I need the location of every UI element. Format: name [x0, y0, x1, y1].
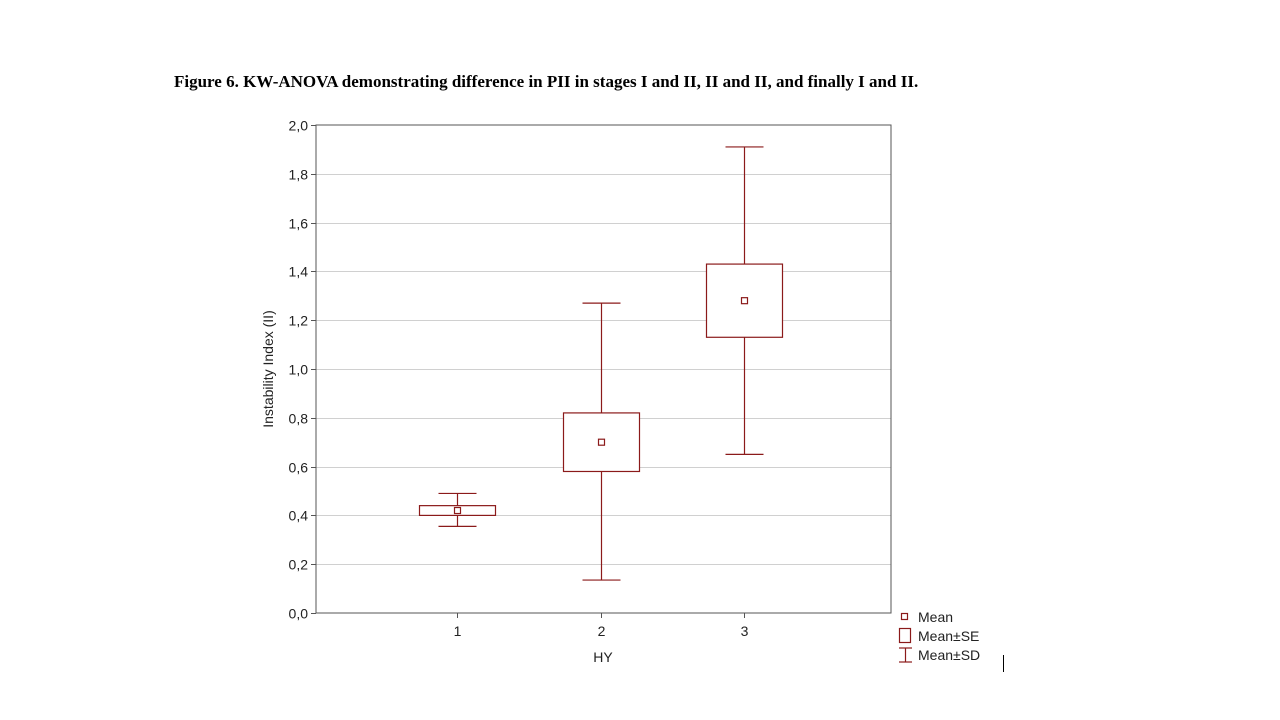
group-2 [562, 302, 641, 581]
y-tick-label: 1,8 [289, 167, 309, 183]
x-tick-label: 2 [598, 623, 606, 639]
group-3 [705, 146, 784, 455]
x-axis-ticks: 1 2 3 [454, 613, 749, 639]
mean-point [453, 506, 462, 515]
legend-sd-label: Mean±SD [918, 647, 980, 663]
legend-sd-symbol [899, 647, 912, 663]
mean-point [740, 297, 749, 305]
legend-se-label: Mean±SE [918, 628, 979, 644]
legend-mean-label: Mean [918, 609, 953, 625]
y-tick-label: 1,6 [289, 216, 309, 232]
x-tick-label: 1 [454, 623, 462, 639]
group-1 [418, 492, 497, 527]
chart-marks [418, 146, 784, 581]
x-axis-label: HY [593, 649, 613, 665]
legend-se-symbol [898, 627, 912, 644]
y-tick-label: 0,4 [289, 508, 309, 524]
y-tick-label: 0,6 [289, 460, 309, 476]
figure-caption: Figure 6. KW-ANOVA demonstrating differe… [174, 72, 919, 91]
se-box [705, 263, 784, 338]
y-axis-label: Instability Index (II) [260, 310, 276, 428]
y-tick-label: 1,4 [289, 264, 309, 280]
x-tick-label: 3 [741, 623, 749, 639]
y-tick-label: 0,2 [289, 557, 309, 573]
y-tick-label: 0,0 [289, 606, 309, 622]
mean-point [597, 438, 606, 446]
y-tick-label: 1,2 [289, 313, 309, 329]
y-tick-label: 0,8 [289, 411, 309, 427]
y-tick-label: 2,0 [289, 118, 309, 134]
y-tick-label: 1,0 [289, 362, 309, 378]
legend: Mean Mean±SE Mean±SD [898, 609, 980, 663]
legend-mean-symbol [900, 612, 909, 621]
gridlines [316, 174, 891, 565]
y-axis-ticks: 0,0 0,2 0,4 0,6 0,8 1,0 1,2 1,4 1,6 1,8 2,0 [289, 118, 316, 622]
